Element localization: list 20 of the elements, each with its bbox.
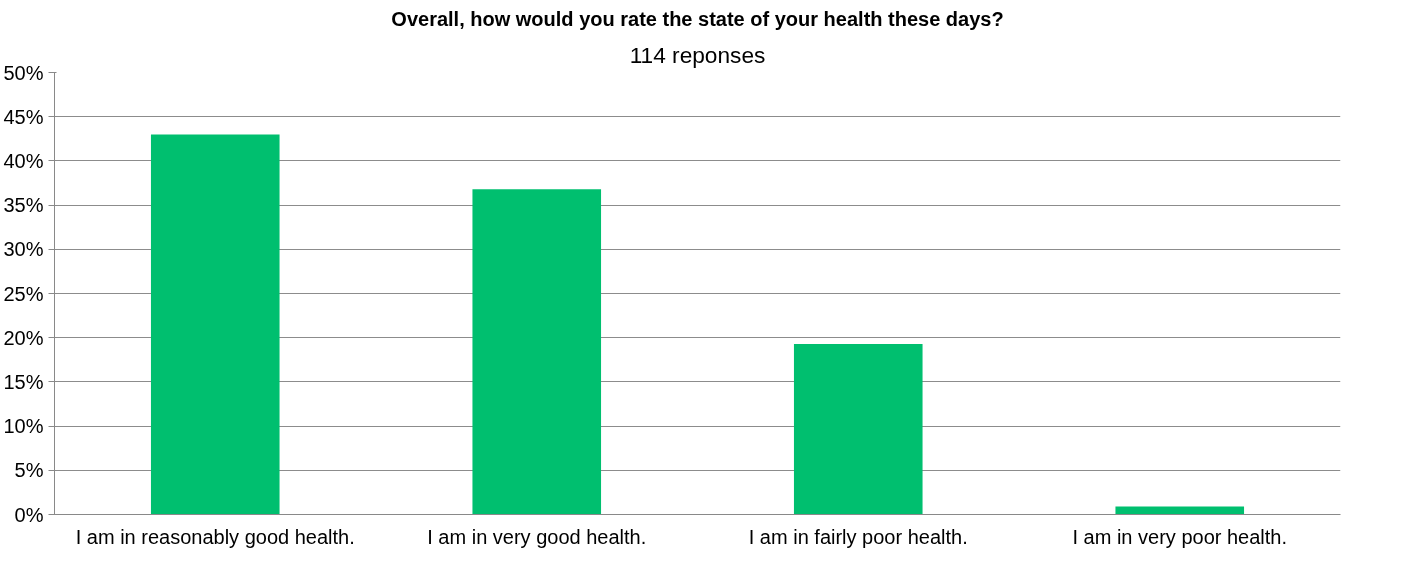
x-tick-label: I am in fairly poor health.	[748, 525, 968, 548]
bar	[150, 134, 280, 515]
bar	[793, 343, 923, 515]
y-tick-label: 25%	[3, 282, 44, 305]
bar	[472, 189, 602, 515]
y-tick-label: 45%	[3, 105, 44, 128]
x-tick-label: I am in reasonably good health.	[75, 525, 355, 548]
y-tick-label: 35%	[3, 194, 44, 217]
chart-subtitle: 114 reponses	[629, 41, 766, 68]
y-tick-label: 15%	[3, 370, 44, 393]
y-tick-label: 5%	[14, 459, 44, 482]
y-tick-label: 50%	[3, 61, 44, 84]
chart-title: Overall, how would you rate the state of your health these days?	[391, 7, 1004, 30]
y-tick-label: 0%	[14, 503, 44, 526]
x-tick-label: I am in very good health.	[427, 525, 647, 548]
y-tick-label: 30%	[3, 238, 44, 261]
x-tick-label: I am in very poor health.	[1072, 525, 1288, 548]
y-tick-label: 10%	[3, 415, 44, 438]
y-tick-label: 40%	[3, 149, 44, 172]
y-tick-label: 20%	[3, 326, 44, 349]
